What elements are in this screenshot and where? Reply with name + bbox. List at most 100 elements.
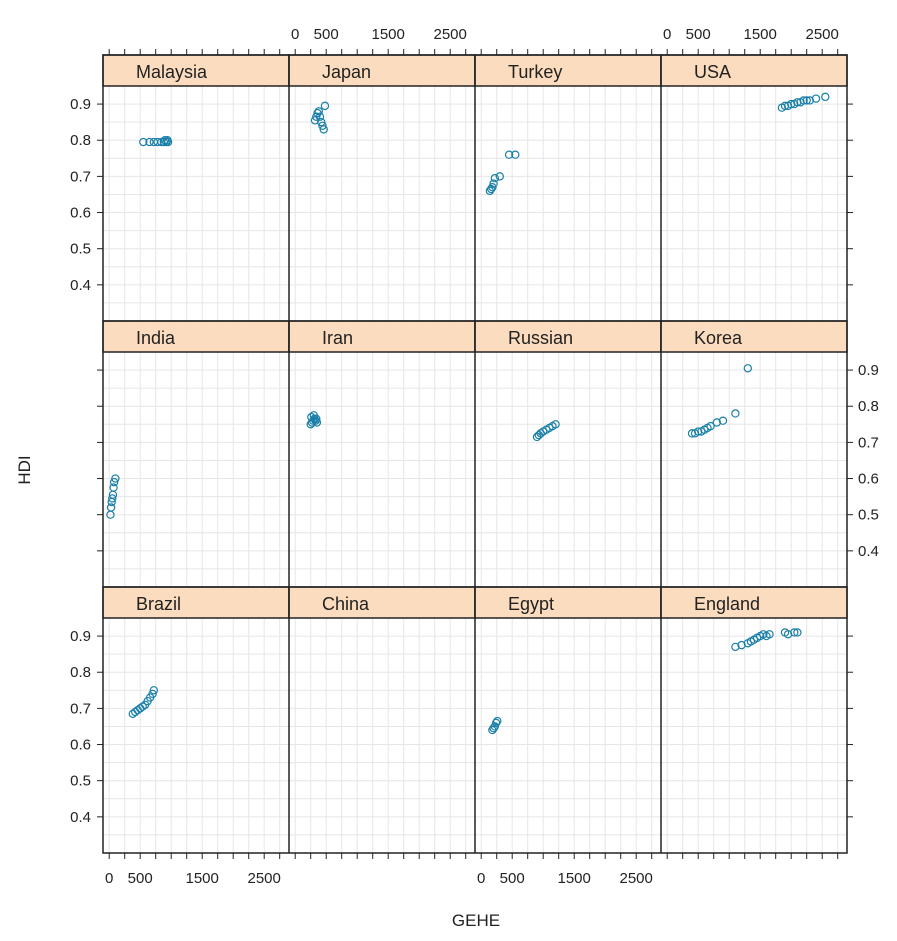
data-point: [312, 112, 321, 121]
panel-strip: [660, 320, 848, 353]
data-point: [139, 137, 148, 147]
data-point: [718, 416, 728, 425]
panel-strip-label: China: [322, 594, 370, 614]
panel-england: England: [660, 586, 848, 853]
y-tick-label: 0.5: [70, 773, 91, 790]
y-tick-label: 0.7: [70, 168, 91, 185]
data-point: [312, 418, 322, 427]
y-tick-label: 0.8: [70, 132, 91, 149]
x-tick-label: 0: [663, 26, 671, 43]
data-point: [312, 414, 321, 424]
data-point: [317, 117, 326, 127]
y-tick-label: 0.9: [70, 96, 91, 113]
x-tick-label: 2500: [248, 870, 281, 887]
panel-russian: Russian: [474, 320, 662, 587]
data-point: [488, 183, 497, 192]
data-point: [551, 420, 560, 429]
panel-brazil: Brazil: [102, 586, 290, 853]
y-tick-label: 0.7: [858, 434, 879, 451]
data-point: [504, 150, 514, 159]
data-point: [489, 179, 498, 188]
x-axis-title: GEHE: [452, 911, 500, 930]
data-point: [163, 137, 173, 147]
data-point: [314, 107, 323, 116]
x-tick-label: 1500: [186, 870, 219, 887]
data-point: [315, 112, 325, 121]
panel-strip: [660, 54, 848, 87]
y-tick-label: 0.6: [858, 471, 879, 488]
y-tick-label: 0.8: [858, 398, 879, 415]
data-point: [793, 628, 802, 637]
axis-ticks: 0 500 1500 2500 0 500 1500 2500 0 500 1500 2500 0 500…: [70, 26, 879, 887]
data-point: [511, 150, 520, 159]
panel-strip-label: USA: [694, 62, 731, 82]
panels-layer: Malaysia Japan Turkey USA India Iran Russian Ko…: [102, 54, 848, 853]
panel-strip: [102, 320, 290, 353]
data-point: [490, 722, 500, 731]
y-tick-label: 0.9: [858, 362, 879, 379]
panel-strip-label: Japan: [322, 62, 371, 82]
data-point: [109, 483, 118, 492]
panel-strip-label: Iran: [322, 328, 353, 348]
panel-strip: [102, 586, 290, 619]
panel-strip: [102, 54, 290, 87]
data-point: [493, 716, 502, 726]
panel-malaysia: Malaysia: [102, 54, 290, 321]
data-point: [811, 94, 821, 103]
data-point: [111, 474, 120, 483]
panel-turkey: Turkey: [474, 54, 662, 321]
data-point: [491, 718, 501, 728]
x-tick-label: 2500: [434, 26, 467, 43]
panel-strip-label: India: [136, 328, 176, 348]
data-point: [319, 125, 328, 134]
y-tick-label: 0.4: [70, 277, 91, 294]
data-point: [318, 121, 327, 130]
panel-strip: [288, 54, 476, 87]
panel-korea: Korea: [660, 320, 848, 587]
data-point: [765, 630, 774, 639]
panel-egypt: Egypt: [474, 586, 662, 853]
data-point: [320, 101, 330, 111]
panel-japan: Japan: [288, 54, 476, 321]
data-point: [106, 503, 116, 512]
data-point: [490, 173, 500, 183]
x-tick-label: 0: [291, 26, 299, 43]
data-point: [495, 172, 504, 181]
data-point: [821, 92, 830, 102]
data-point: [153, 137, 162, 147]
data-point: [307, 412, 316, 422]
panel-strip: [288, 320, 476, 353]
y-tick-label: 0.7: [70, 700, 91, 717]
data-point: [149, 686, 159, 695]
data-point: [706, 421, 715, 431]
x-tick-label: 500: [500, 870, 525, 887]
panel-strip-label: England: [694, 594, 760, 614]
data-point: [799, 96, 808, 105]
panel-india: India: [102, 320, 290, 587]
panel-strip-label: Egypt: [508, 594, 554, 614]
panel-strip: [288, 586, 476, 619]
data-point: [148, 689, 157, 699]
x-tick-label: 1500: [744, 26, 777, 43]
x-tick-label: 500: [314, 26, 339, 43]
y-tick-label: 0.6: [70, 205, 91, 222]
y-tick-label: 0.4: [70, 809, 91, 826]
panel-usa: USA: [660, 54, 848, 321]
data-point: [486, 184, 496, 194]
panel-strip: [474, 54, 662, 87]
x-tick-label: 1500: [558, 870, 591, 887]
panel-strip-label: Brazil: [136, 594, 181, 614]
data-point: [790, 628, 799, 637]
y-tick-label: 0.6: [70, 737, 91, 754]
data-point: [138, 702, 147, 711]
data-point: [743, 364, 753, 373]
x-tick-label: 500: [128, 870, 153, 887]
data-point: [109, 477, 119, 487]
y-tick-label: 0.8: [70, 664, 91, 681]
panel-strip-label: Russian: [508, 328, 573, 348]
data-point: [145, 137, 154, 147]
x-tick-label: 2500: [620, 870, 653, 887]
panel-strip: [474, 586, 662, 619]
x-tick-label: 0: [105, 870, 113, 887]
